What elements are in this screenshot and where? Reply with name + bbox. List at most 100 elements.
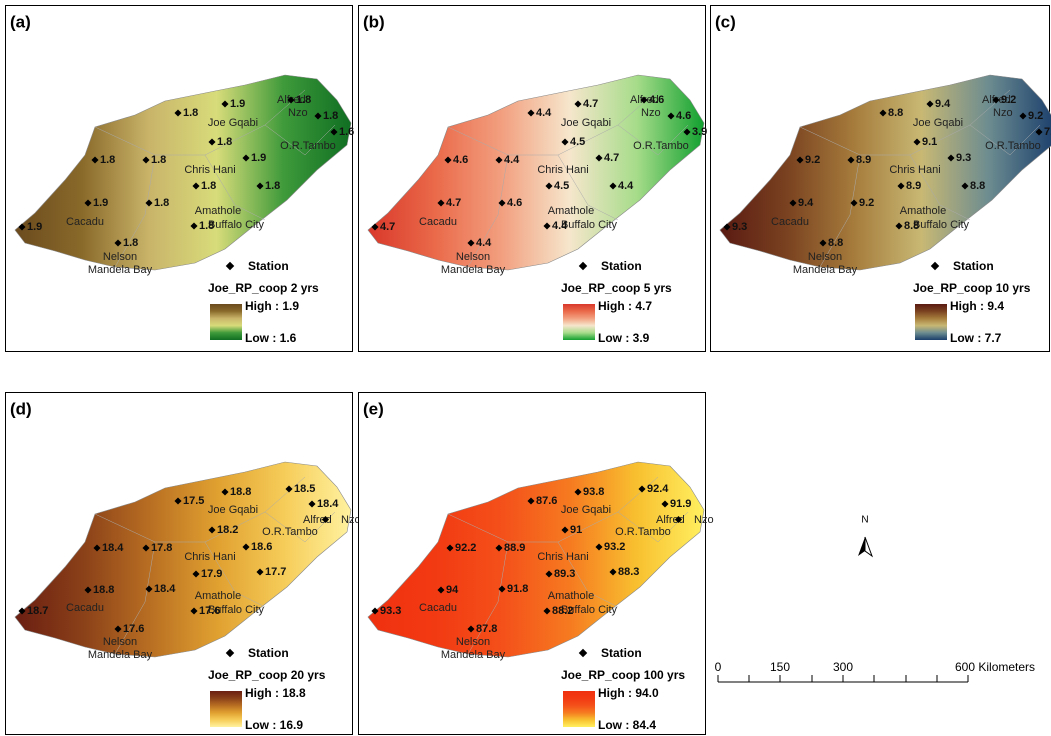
region-label: Mandela Bay: [88, 264, 153, 276]
region-label: Nelson: [808, 251, 842, 263]
station-value: 17.8: [151, 542, 172, 554]
station-value: 88.3: [618, 566, 639, 578]
legend-station-label: Station: [601, 259, 642, 273]
legend-title: Joe_RP_coop 2 yrs: [208, 281, 319, 295]
region-label: O.R.Tambo: [633, 140, 689, 152]
station-value: 9.4: [935, 98, 951, 110]
station-marker: [595, 154, 603, 162]
legend-low: Low : 1.6: [245, 331, 297, 345]
legend-station-marker: [225, 261, 235, 271]
station-marker: [330, 128, 338, 136]
region-label: Buffalo City: [208, 219, 265, 231]
north-arrow-right: [864, 536, 874, 558]
station-marker: [913, 138, 921, 146]
region-label: Chris Hani: [889, 164, 940, 176]
scale-bar: 0 150 300 600 Kilometers: [715, 660, 1035, 683]
panel-label: (e): [363, 399, 384, 418]
station-value: 1.8: [199, 220, 214, 232]
station-marker: [498, 199, 506, 207]
north-label: N: [861, 515, 868, 526]
station-marker: [574, 488, 582, 496]
legend-station-marker: [578, 261, 588, 271]
station-marker: [992, 96, 1000, 104]
station-marker: [574, 100, 582, 108]
station-value: 9.2: [1028, 110, 1043, 122]
station-marker: [208, 138, 216, 146]
station-value: 1.8: [296, 94, 311, 106]
station-marker: [467, 239, 475, 247]
station-value: 4.7: [446, 197, 461, 209]
region-label: Nelson: [103, 251, 137, 263]
station-marker: [444, 156, 452, 164]
region-label: Joe Gqabi: [208, 504, 258, 516]
station-value: 94: [446, 584, 459, 596]
station-marker: [947, 154, 955, 162]
station-marker: [190, 607, 198, 615]
legend-high: High : 9.4: [950, 299, 1004, 313]
station-value: 1.8: [265, 180, 280, 192]
station-marker: [527, 497, 535, 505]
station-value: 8.8: [904, 220, 919, 232]
station-value: 18.4: [317, 498, 339, 510]
station-marker: [287, 96, 295, 104]
station-value: 18.5: [294, 483, 315, 495]
district-boundary: [94, 476, 336, 655]
station-value: 93.8: [583, 486, 604, 498]
station-marker: [638, 485, 646, 493]
station-value: 4.7: [583, 98, 598, 110]
station-marker: [545, 570, 553, 578]
station-value: 9.3: [956, 152, 971, 164]
station-value: 88.2: [552, 605, 573, 617]
region-label: Buffalo City: [208, 604, 265, 616]
station-marker: [895, 222, 903, 230]
station-marker: [84, 586, 92, 594]
region-label: Cacadu: [66, 216, 104, 228]
scale-tick-label: 300: [833, 660, 853, 674]
station-marker: [609, 182, 617, 190]
legend-station-marker: [930, 261, 940, 271]
station-value: 17.6: [123, 623, 144, 635]
region-label: Chris Hani: [184, 164, 235, 176]
region-label: Amathole: [195, 205, 241, 217]
region-label: Amathole: [548, 205, 594, 217]
station-value: 4.4: [552, 220, 568, 232]
region-label: Nelson: [456, 636, 490, 648]
region-label: Joe Gqabi: [561, 117, 611, 129]
station-value: 92.4: [647, 483, 669, 495]
station-value: 1.8: [323, 110, 338, 122]
station-marker: [850, 199, 858, 207]
station-marker: [371, 607, 379, 615]
station-value: 4.4: [476, 237, 492, 249]
legend-high: High : 18.8: [245, 686, 306, 700]
station-marker: [221, 100, 229, 108]
region-label: Joe Gqabi: [561, 504, 611, 516]
station-marker: [446, 544, 454, 552]
scale-tick-label: 150: [770, 660, 790, 674]
station-value: 4.4: [536, 107, 552, 119]
region-label: Cacadu: [771, 216, 809, 228]
station-value: 9.1: [922, 136, 937, 148]
north-arrow-left: [858, 537, 865, 556]
station-value: 1.8: [100, 154, 115, 166]
station-value: 8.8: [828, 237, 843, 249]
station-marker: [174, 109, 182, 117]
station-marker: [192, 570, 200, 578]
station-marker: [18, 607, 26, 615]
station-marker: [256, 568, 264, 576]
station-marker: [789, 199, 797, 207]
panel-label: (a): [10, 12, 31, 31]
station-marker: [961, 182, 969, 190]
legend-gradient-swatch: [210, 691, 242, 727]
legend-gradient-swatch: [915, 304, 947, 340]
station-marker: [145, 199, 153, 207]
station-value: 7.7: [1044, 126, 1051, 138]
station-value: 3.9: [692, 126, 707, 138]
station-marker: [242, 154, 250, 162]
station-value: 9.2: [1001, 94, 1016, 106]
scale-unit-label: 600 Kilometers: [955, 660, 1035, 674]
station-marker: [371, 223, 379, 231]
region-label: Nzo: [288, 107, 308, 119]
